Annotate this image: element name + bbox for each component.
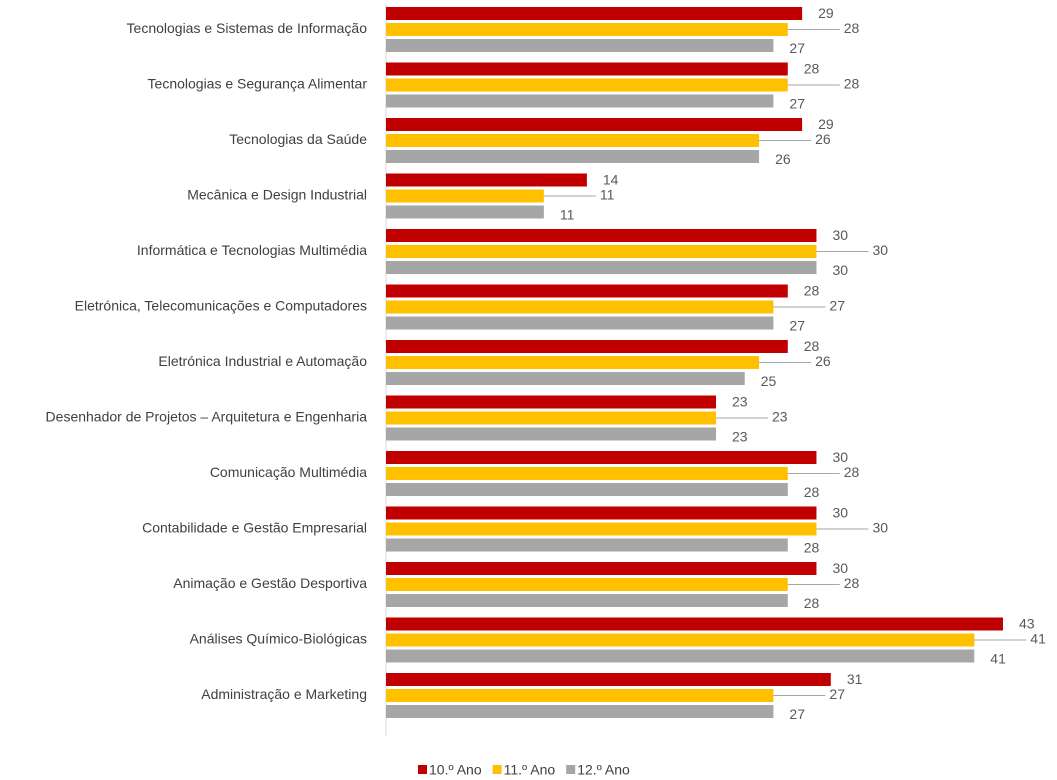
- value-label: 30: [872, 520, 888, 536]
- bar: [386, 411, 717, 425]
- bar: [386, 395, 717, 409]
- bar: [386, 300, 774, 314]
- category-label: Tecnologias e Sistemas de Informação: [127, 20, 368, 36]
- bar: [386, 483, 788, 496]
- value-label: 29: [818, 116, 834, 132]
- value-label: 28: [844, 575, 860, 591]
- bar: [386, 284, 788, 298]
- value-label: 27: [789, 318, 805, 334]
- value-label: 30: [832, 560, 848, 576]
- value-label: 28: [844, 76, 860, 92]
- bar: [386, 705, 774, 718]
- bar: [386, 94, 774, 108]
- category-label: Informática e Tecnologias Multimédia: [137, 242, 367, 258]
- bar: [386, 39, 774, 52]
- value-label: 41: [1030, 631, 1046, 647]
- value-label: 27: [789, 96, 805, 112]
- value-label: 30: [832, 262, 848, 278]
- bar: [386, 261, 817, 274]
- bar: [386, 617, 1003, 631]
- bar: [386, 372, 745, 385]
- bar: [386, 562, 817, 575]
- value-label: 29: [818, 5, 834, 21]
- value-label: 26: [815, 353, 831, 369]
- bar: [386, 229, 817, 242]
- value-label: 28: [844, 20, 860, 36]
- value-label: 27: [789, 40, 805, 56]
- value-label: 27: [829, 298, 845, 314]
- value-label: 30: [832, 449, 848, 465]
- bar: [386, 134, 760, 147]
- bar: [386, 506, 817, 520]
- value-label: 31: [847, 671, 863, 687]
- bar: [386, 62, 788, 76]
- category-label: Administração e Marketing: [201, 686, 367, 702]
- value-label: 23: [732, 429, 748, 445]
- category-label: Tecnologias e Segurança Alimentar: [148, 76, 368, 92]
- value-label: 28: [804, 283, 820, 299]
- value-label: 28: [804, 540, 820, 556]
- bar: [386, 356, 760, 369]
- value-label: 28: [804, 484, 820, 500]
- legend-swatch: [492, 765, 502, 774]
- value-label: 28: [804, 338, 820, 354]
- bar: [386, 173, 587, 187]
- bar: [386, 689, 774, 702]
- bar: [386, 245, 817, 258]
- category-label: Mecânica e Design Industrial: [187, 187, 367, 203]
- value-label: 30: [872, 242, 888, 258]
- value-label: 28: [844, 464, 860, 480]
- value-label: 41: [990, 651, 1006, 667]
- value-label: 11: [560, 207, 575, 223]
- value-label: 28: [804, 595, 820, 611]
- category-label: Tecnologias da Saúde: [229, 131, 367, 147]
- bar: [386, 673, 831, 686]
- value-label: 25: [761, 373, 777, 389]
- category-label: Eletrónica Industrial e Automação: [158, 353, 367, 369]
- legend-label: 12.º Ano: [577, 762, 630, 778]
- category-label: Eletrónica, Telecomunicações e Computado…: [75, 298, 367, 314]
- bar: [386, 594, 788, 607]
- bar: [386, 633, 975, 647]
- value-label: 11: [600, 187, 615, 203]
- value-label: 30: [832, 505, 848, 521]
- value-label: 14: [603, 172, 619, 188]
- bar: [386, 451, 817, 464]
- bar: [386, 189, 544, 203]
- bar: [386, 78, 788, 92]
- bar: [386, 205, 544, 219]
- legend-label: 11.º Ano: [504, 762, 556, 778]
- bar: [386, 118, 803, 131]
- category-label: Animação e Gestão Desportiva: [173, 575, 367, 591]
- bar: [386, 316, 774, 330]
- legend-swatch: [566, 765, 576, 774]
- bar: [386, 522, 817, 536]
- value-label: 23: [732, 394, 748, 410]
- value-label: 27: [829, 686, 845, 702]
- bar: [386, 467, 788, 480]
- value-label: 43: [1019, 616, 1035, 632]
- bar: [386, 578, 788, 591]
- category-label: Desenhador de Projetos – Arquitetura e E…: [46, 409, 368, 425]
- bar: [386, 23, 788, 36]
- category-label: Análises Químico-Biológicas: [190, 631, 367, 647]
- bar: [386, 427, 717, 441]
- value-label: 28: [804, 61, 820, 77]
- value-label: 26: [775, 151, 791, 167]
- bar: [386, 150, 760, 163]
- bar: [386, 7, 803, 20]
- legend-label: 10.º Ano: [429, 762, 482, 778]
- value-label: 23: [772, 409, 788, 425]
- category-label: Comunicação Multimédia: [210, 464, 367, 480]
- value-label: 27: [789, 706, 805, 722]
- legend-swatch: [418, 765, 427, 774]
- value-label: 30: [832, 227, 848, 243]
- bar: [386, 649, 975, 663]
- bar: [386, 538, 788, 552]
- bar: [386, 340, 788, 353]
- category-label: Contabilidade e Gestão Empresarial: [142, 520, 367, 536]
- value-label: 26: [815, 131, 831, 147]
